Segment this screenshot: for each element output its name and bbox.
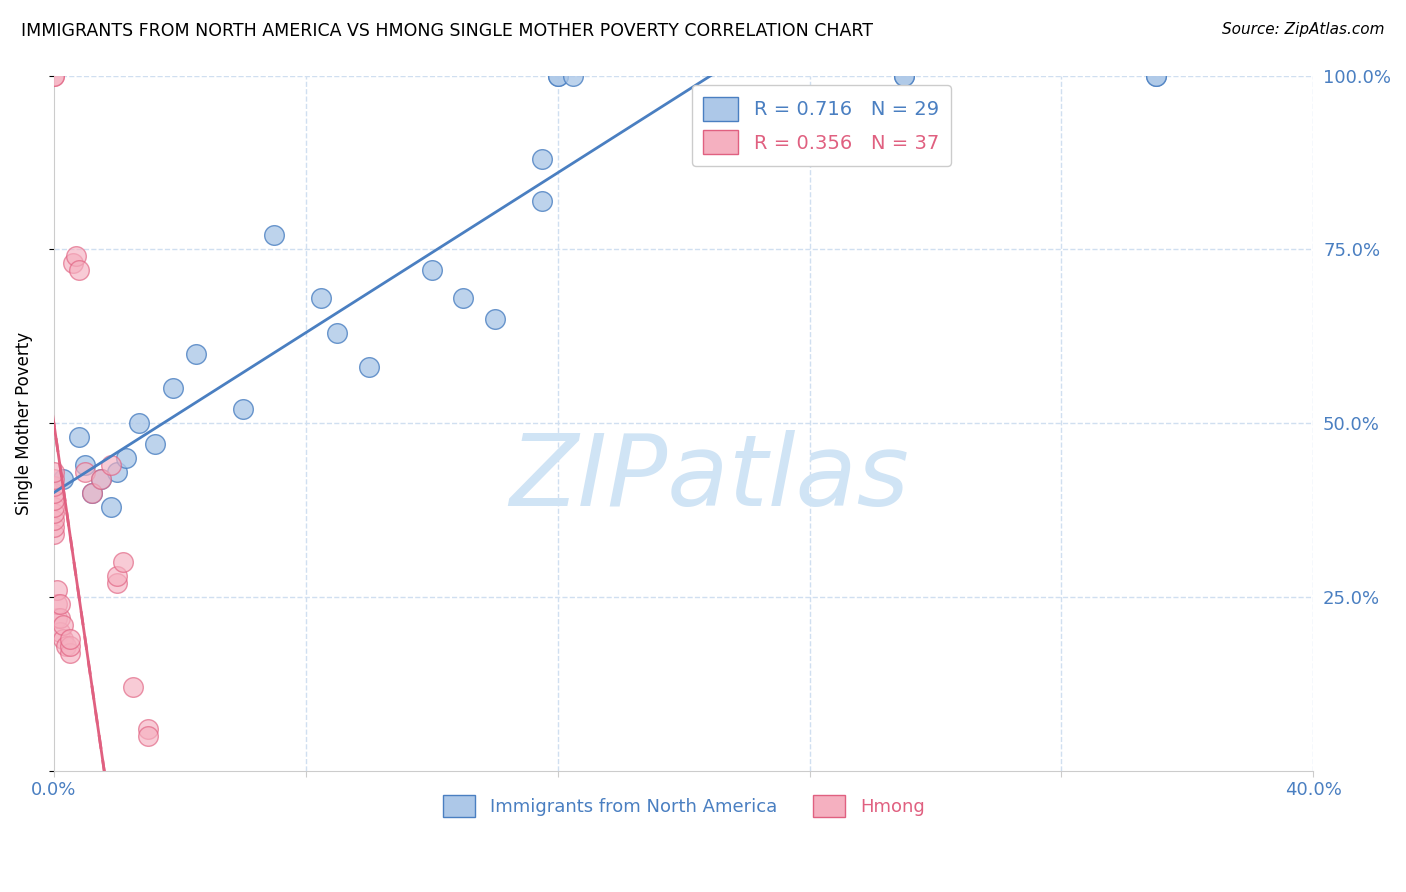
Point xyxy=(105,465,128,479)
Point xyxy=(42,465,65,479)
Point xyxy=(46,611,69,625)
Point xyxy=(75,465,97,479)
Point xyxy=(184,346,207,360)
Point xyxy=(530,152,553,166)
Point xyxy=(75,458,97,472)
Point xyxy=(49,624,72,639)
Point xyxy=(42,472,65,486)
Point xyxy=(105,576,128,591)
Y-axis label: Single Mother Poverty: Single Mother Poverty xyxy=(15,332,32,515)
Point xyxy=(547,69,569,83)
Point xyxy=(232,402,254,417)
Point xyxy=(52,632,75,646)
Point xyxy=(42,507,65,521)
Point xyxy=(530,194,553,208)
Point xyxy=(42,513,65,527)
Point xyxy=(62,256,84,270)
Point xyxy=(49,611,72,625)
Point xyxy=(311,291,333,305)
Point xyxy=(67,263,90,277)
Point xyxy=(136,729,159,743)
Point xyxy=(49,597,72,611)
Text: ZIPatlas: ZIPatlas xyxy=(509,430,908,527)
Point xyxy=(893,69,915,83)
Point xyxy=(263,228,285,243)
Point xyxy=(58,646,80,660)
Text: Source: ZipAtlas.com: Source: ZipAtlas.com xyxy=(1222,22,1385,37)
Point xyxy=(52,617,75,632)
Point xyxy=(42,500,65,514)
Point xyxy=(80,485,103,500)
Point xyxy=(105,569,128,583)
Point xyxy=(58,632,80,646)
Point xyxy=(451,291,474,305)
Legend: Immigrants from North America, Hmong: Immigrants from North America, Hmong xyxy=(436,788,932,824)
Point xyxy=(65,249,87,263)
Point xyxy=(80,485,103,500)
Point xyxy=(100,500,122,514)
Point xyxy=(484,311,506,326)
Point xyxy=(100,458,122,472)
Point xyxy=(115,450,138,465)
Point xyxy=(42,69,65,83)
Point xyxy=(357,360,380,375)
Point xyxy=(46,582,69,597)
Point xyxy=(55,639,77,653)
Point xyxy=(121,680,143,694)
Point xyxy=(112,555,135,569)
Point xyxy=(42,478,65,492)
Text: IMMIGRANTS FROM NORTH AMERICA VS HMONG SINGLE MOTHER POVERTY CORRELATION CHART: IMMIGRANTS FROM NORTH AMERICA VS HMONG S… xyxy=(21,22,873,40)
Point xyxy=(143,437,166,451)
Point xyxy=(562,69,585,83)
Point xyxy=(42,520,65,534)
Point xyxy=(58,639,80,653)
Point xyxy=(420,263,443,277)
Point xyxy=(547,69,569,83)
Point xyxy=(42,527,65,541)
Point xyxy=(893,69,915,83)
Point xyxy=(90,472,112,486)
Point xyxy=(46,597,69,611)
Point xyxy=(128,416,150,430)
Point xyxy=(162,381,184,395)
Point xyxy=(52,472,75,486)
Point xyxy=(90,472,112,486)
Point xyxy=(42,492,65,507)
Point xyxy=(1144,69,1167,83)
Point xyxy=(67,430,90,444)
Point xyxy=(1144,69,1167,83)
Point xyxy=(326,326,349,340)
Point xyxy=(42,69,65,83)
Point xyxy=(42,485,65,500)
Point xyxy=(136,722,159,736)
